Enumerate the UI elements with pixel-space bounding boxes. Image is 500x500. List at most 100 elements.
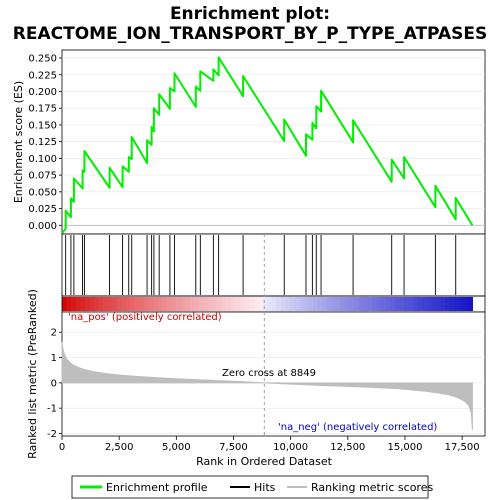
band-segment: [162, 297, 168, 311]
band-segment: [381, 297, 387, 311]
band-segment: [303, 297, 309, 311]
x-tick-label: 12,500: [330, 442, 365, 453]
pos-correlated-label: 'na_pos' (positively correlated): [68, 312, 222, 323]
legend-ranking-label: Ranking metric scores: [311, 481, 433, 494]
hits-marks: [65, 235, 457, 295]
band-segment: [93, 297, 100, 311]
band-segment: [321, 297, 328, 311]
metric-panel: [61, 311, 486, 437]
band-segment: [290, 297, 296, 311]
band-segment: [66, 297, 72, 311]
rank-color-band: [62, 297, 474, 311]
band-segment: [139, 297, 145, 311]
chart-title-line1: Enrichment plot:: [170, 4, 330, 24]
band-segment: [353, 297, 360, 311]
x-tick-label: 5,000: [162, 442, 191, 453]
band-segment: [262, 297, 268, 311]
band-segment: [358, 297, 364, 311]
band-segment: [116, 297, 122, 311]
band-segment: [71, 297, 77, 311]
band-segment: [454, 297, 460, 311]
band-segment: [335, 297, 341, 311]
band-segment: [212, 297, 218, 311]
es-y-tick-label: 0.000: [28, 221, 57, 232]
band-segment: [253, 297, 259, 311]
band-segment: [349, 297, 355, 311]
band-segment: [344, 297, 350, 311]
band-segment: [463, 297, 469, 311]
band-segment: [285, 297, 291, 311]
es-y-tick-label: 0.175: [28, 104, 57, 115]
band-segment: [166, 297, 173, 311]
x-tick-label: 2,500: [105, 442, 134, 453]
band-segment: [98, 297, 104, 311]
metric-y-axis-label: Ranked list metric (PreRanked): [26, 289, 39, 459]
es-y-tick-label: 0.100: [28, 154, 57, 165]
band-segment: [103, 297, 109, 311]
es-y-tick-label: 0.075: [28, 171, 57, 182]
metric-y-tick-label: 1: [51, 353, 57, 364]
band-segment: [180, 297, 186, 311]
es-panel: [61, 49, 486, 235]
es-y-tick-label: 0.250: [28, 54, 57, 65]
band-segment: [326, 297, 332, 311]
band-segment: [75, 297, 81, 311]
es-y-tick-label: 0.025: [28, 204, 57, 215]
band-segment: [431, 297, 437, 311]
es-y-tick-label: 0.150: [28, 120, 57, 131]
band-segment: [239, 297, 246, 311]
band-segment: [394, 297, 401, 311]
band-segment: [107, 297, 113, 311]
band-segment: [340, 297, 346, 311]
enrichment-profile-line: [61, 56, 474, 234]
band-segment: [267, 297, 273, 311]
band-segment: [445, 297, 451, 311]
band-segment: [80, 297, 86, 311]
metric-y-tick-label: 2: [51, 328, 57, 339]
band-segment: [62, 297, 68, 311]
band-segment: [449, 297, 455, 311]
band-segment: [125, 297, 132, 311]
band-segment: [130, 297, 136, 311]
es-y-tick-label: 0.125: [28, 137, 57, 148]
band-segment: [467, 297, 474, 311]
band-segment: [404, 297, 410, 311]
band-segment: [203, 297, 209, 311]
band-segment: [171, 297, 177, 311]
es-y-tick-label: 0.200: [28, 87, 57, 98]
x-axis-label: Rank in Ordered Dataset: [196, 455, 333, 468]
band-segment: [226, 297, 232, 311]
band-segment: [235, 297, 241, 311]
zero-cross-label: Zero cross at 8849: [222, 368, 316, 379]
ranking-metric-area: [61, 342, 473, 430]
es-y-tick-label: 0.225: [28, 70, 57, 81]
band-segment: [84, 297, 90, 311]
metric-x-ticks: 0 2,500 5,000 7,500 10,000 12,500 15,000 17,500: [59, 436, 480, 453]
band-segment: [417, 297, 423, 311]
band-segment: [189, 297, 195, 311]
band-segment: [280, 297, 287, 311]
band-segment: [426, 297, 432, 311]
metric-y-tick-label: -2: [47, 429, 57, 440]
band-segment: [372, 297, 378, 311]
chart-title-line2: REACTOME_ION_TRANSPORT_BY_P_TYPE_ATPASES: [13, 24, 487, 44]
band-segment: [271, 297, 277, 311]
band-segment: [458, 297, 464, 311]
es-y-axis-label: Enrichment score (ES): [12, 81, 25, 203]
band-segment: [221, 297, 227, 311]
band-segment: [362, 297, 369, 311]
band-segment: [194, 297, 200, 311]
hits-panel: [61, 233, 486, 297]
band-segment: [435, 297, 442, 311]
band-segment: [312, 297, 318, 311]
band-segment: [299, 297, 305, 311]
band-segment: [367, 297, 373, 311]
legend-enrichment-label: Enrichment profile: [106, 481, 208, 494]
band-segment: [258, 297, 264, 311]
band-segment: [308, 297, 314, 311]
band-segment: [413, 297, 419, 311]
band-segment: [198, 297, 204, 311]
band-segment: [112, 297, 118, 311]
band-segment: [217, 297, 223, 311]
